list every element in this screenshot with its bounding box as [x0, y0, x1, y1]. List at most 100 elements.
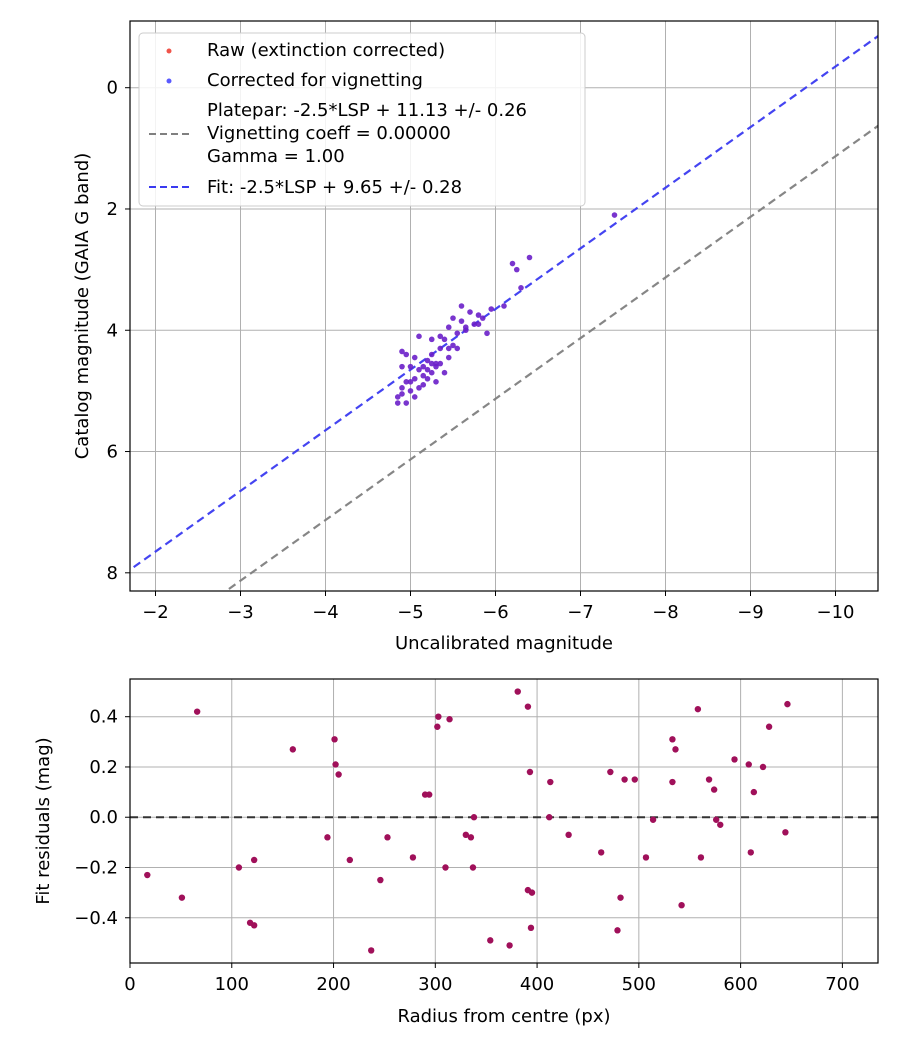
data-point: [450, 315, 456, 321]
y-tick-label: 8: [107, 563, 118, 584]
data-point: [346, 856, 354, 864]
legend: Raw (extinction corrected) Corrected for…: [138, 32, 586, 207]
data-point: [445, 324, 452, 331]
data-point: [694, 705, 702, 713]
data-point: [235, 864, 243, 871]
data-point: [672, 746, 679, 753]
data-point: [331, 736, 338, 743]
residuals-chart-x-axis-label: Radius from centre (px): [397, 1006, 610, 1027]
x-tick-label: 300: [418, 974, 452, 995]
data-point: [420, 363, 427, 370]
data-point: [678, 901, 685, 909]
data-point: [403, 400, 410, 406]
data-point: [434, 723, 441, 730]
data-point: [471, 321, 478, 327]
legend-label-corrected: Corrected for vignetting: [207, 70, 423, 91]
data-point: [467, 834, 475, 841]
x-tick-label: −3: [227, 602, 254, 623]
x-tick-label: 600: [723, 974, 757, 995]
data-point: [470, 814, 478, 821]
x-tick-label: 100: [215, 974, 249, 995]
residuals-chart-frame: [129, 678, 879, 964]
x-tick-label: −8: [652, 602, 679, 623]
data-point: [697, 854, 705, 861]
residuals-chart-y-ticks: −0.4 −0.2 0.0 0.2 0.4: [74, 707, 130, 929]
legend-marker-raw: [166, 48, 172, 54]
data-point: [717, 821, 724, 828]
data-point: [445, 354, 452, 361]
data-point: [514, 688, 521, 695]
data-point: [475, 321, 482, 327]
data-point: [445, 345, 452, 352]
data-point: [399, 363, 405, 370]
magnitude-chart-y-ticks: 0 2 4 6 8: [107, 78, 130, 584]
magnitude-chart: −2 −3 −4 −5 −6 −7 −8 −9 −10 0 2 4 6 8 Uncalibrated m…: [72, 20, 879, 654]
data-point: [250, 922, 258, 929]
fit-line: [130, 34, 878, 572]
data-point: [403, 351, 410, 358]
data-point: [469, 864, 477, 871]
data-point: [384, 834, 391, 841]
data-point: [399, 385, 405, 391]
data-point: [475, 312, 482, 318]
data-point: [710, 786, 718, 793]
data-point: [394, 400, 401, 406]
data-point: [324, 834, 331, 841]
x-tick-label: 400: [520, 974, 554, 995]
y-tick-label: 0.4: [89, 707, 118, 728]
x-tick-label: 500: [622, 974, 656, 995]
data-point: [597, 849, 605, 856]
x-tick-label: 0: [124, 974, 135, 995]
data-point: [782, 829, 789, 836]
data-point: [409, 854, 417, 861]
residuals-chart-y-axis-label: Fit residuals (mag): [33, 737, 54, 904]
x-tick-label: 200: [316, 974, 350, 995]
data-point: [407, 378, 414, 385]
x-tick-label: −5: [397, 602, 424, 623]
data-point: [437, 360, 444, 367]
data-point: [607, 768, 614, 776]
y-tick-label: 0.0: [89, 807, 118, 828]
data-point: [367, 947, 375, 954]
y-tick-label: 0: [107, 78, 118, 99]
data-point: [441, 369, 448, 376]
data-point: [426, 791, 433, 798]
data-point: [467, 309, 473, 315]
data-point: [437, 345, 444, 352]
data-point: [617, 894, 624, 901]
platepar-line: [224, 124, 878, 591]
y-tick-label: −0.4: [74, 908, 118, 929]
y-tick-label: −0.2: [74, 857, 118, 878]
data-point: [332, 761, 339, 768]
data-point: [458, 318, 465, 324]
data-point: [411, 354, 418, 361]
data-point: [437, 333, 444, 340]
data-point: [526, 768, 534, 776]
data-point: [428, 360, 435, 367]
data-point: [462, 327, 469, 334]
legend-marker-corrected: [166, 78, 172, 84]
data-point: [420, 372, 427, 379]
data-point: [411, 375, 418, 382]
data-point: [546, 814, 553, 821]
magnitude-chart-frame: [129, 20, 879, 592]
data-point: [403, 378, 410, 385]
data-point: [621, 776, 628, 783]
data-point: [450, 342, 456, 349]
x-tick-label: −9: [737, 602, 764, 623]
data-point: [193, 708, 201, 715]
data-point: [669, 736, 676, 743]
data-point: [178, 894, 186, 901]
data-point: [289, 746, 297, 753]
x-tick-label: 700: [825, 974, 859, 995]
data-point: [433, 378, 439, 385]
data-point: [509, 260, 516, 267]
y-tick-label: 2: [107, 199, 118, 220]
data-point: [712, 816, 720, 823]
legend-box: [138, 32, 586, 207]
magnitude-chart-points: [394, 212, 618, 406]
data-point: [506, 942, 513, 949]
data-point: [484, 330, 490, 337]
data-point: [642, 854, 650, 861]
data-point: [614, 927, 621, 934]
